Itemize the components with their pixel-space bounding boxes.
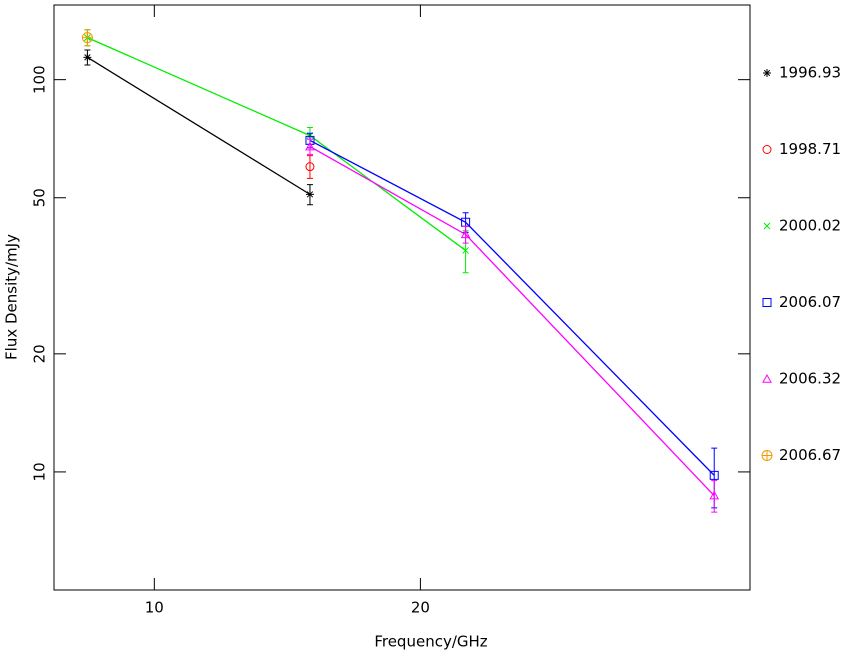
legend-marker xyxy=(762,145,772,154)
marker xyxy=(305,141,315,151)
series-line xyxy=(87,37,466,251)
marker xyxy=(305,190,314,199)
marker xyxy=(460,229,471,239)
legend-label: 2000.02 xyxy=(779,217,841,235)
legend-marker xyxy=(762,373,772,383)
marker xyxy=(462,247,469,254)
y-axis-label: Flux Density/mJy xyxy=(3,234,21,360)
error-bar xyxy=(306,155,313,179)
y-tick-label: 10 xyxy=(31,462,49,481)
legend-label: 1998.71 xyxy=(779,140,841,158)
error-bar xyxy=(462,225,469,244)
legend-marker xyxy=(761,450,773,461)
legend-marker xyxy=(763,69,771,77)
series-line xyxy=(87,56,311,195)
marker xyxy=(81,32,93,44)
marker xyxy=(709,470,719,480)
marker xyxy=(461,217,471,227)
series-line xyxy=(309,146,715,497)
legend-marker xyxy=(763,222,771,230)
x-tick-label: 10 xyxy=(145,599,164,617)
y-tick-label: 100 xyxy=(31,65,49,94)
marker xyxy=(305,135,315,145)
plot-frame xyxy=(53,4,751,591)
legend-label: 1996.93 xyxy=(779,64,841,82)
legend-label: 2006.32 xyxy=(779,370,841,388)
x-tick-label: 20 xyxy=(411,599,430,617)
marker xyxy=(305,162,315,172)
legend-label: 2006.07 xyxy=(779,293,841,311)
y-tick-label: 20 xyxy=(31,344,49,363)
legend-label: 2006.67 xyxy=(779,446,841,464)
legend-marker xyxy=(762,298,772,307)
series-line xyxy=(309,139,715,476)
marker xyxy=(709,490,720,500)
x-axis-label: Frequency/GHz xyxy=(374,633,487,651)
error-bar xyxy=(711,480,718,513)
y-tick-label: 50 xyxy=(31,188,49,207)
marker xyxy=(83,53,92,62)
